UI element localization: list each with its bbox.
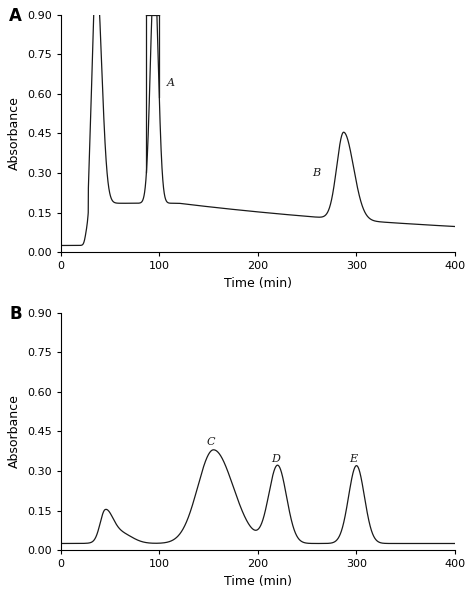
- Text: E: E: [350, 454, 358, 464]
- Text: B: B: [9, 306, 22, 324]
- Y-axis label: Absorbance: Absorbance: [9, 395, 21, 468]
- X-axis label: Time (min): Time (min): [224, 575, 292, 588]
- Text: C: C: [207, 436, 215, 446]
- Text: A: A: [167, 78, 175, 88]
- Y-axis label: Absorbance: Absorbance: [9, 97, 21, 170]
- Text: D: D: [271, 454, 280, 464]
- X-axis label: Time (min): Time (min): [224, 277, 292, 290]
- Text: A: A: [9, 8, 22, 26]
- Text: B: B: [312, 167, 320, 178]
